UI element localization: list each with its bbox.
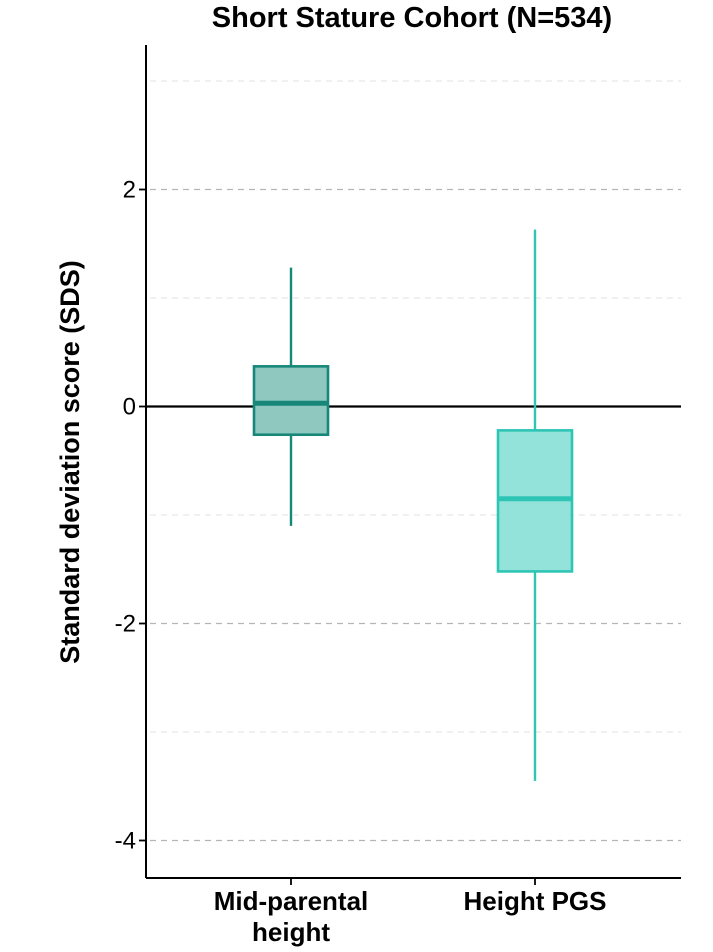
- axis-labels: -4 -2 0 2 Mid-parental height Height PGS: [115, 177, 607, 948]
- x-category-label-line: Mid-parental: [214, 886, 369, 916]
- boxes: [252, 229, 574, 781]
- x-category-label-line: height: [252, 917, 330, 947]
- x-category-label: Height PGS: [463, 886, 606, 916]
- gridlines: [150, 80, 681, 842]
- chart-title: Short Stature Cohort (N=534): [212, 2, 612, 34]
- y-tick-label: -4: [115, 828, 136, 855]
- y-tick-label: 0: [123, 394, 136, 421]
- y-axis-label: Standard deviation score (SDS): [55, 260, 85, 664]
- y-tick-label: 2: [123, 177, 136, 204]
- y-tick-label: -2: [115, 611, 136, 638]
- box-mid-parental-height: [252, 267, 330, 526]
- axes: [139, 45, 681, 885]
- x-category-label-line: Height PGS: [463, 886, 606, 916]
- box-height-pgs: [496, 229, 574, 781]
- iqr-box: [252, 365, 330, 437]
- x-category-label: Mid-parental height: [214, 886, 369, 947]
